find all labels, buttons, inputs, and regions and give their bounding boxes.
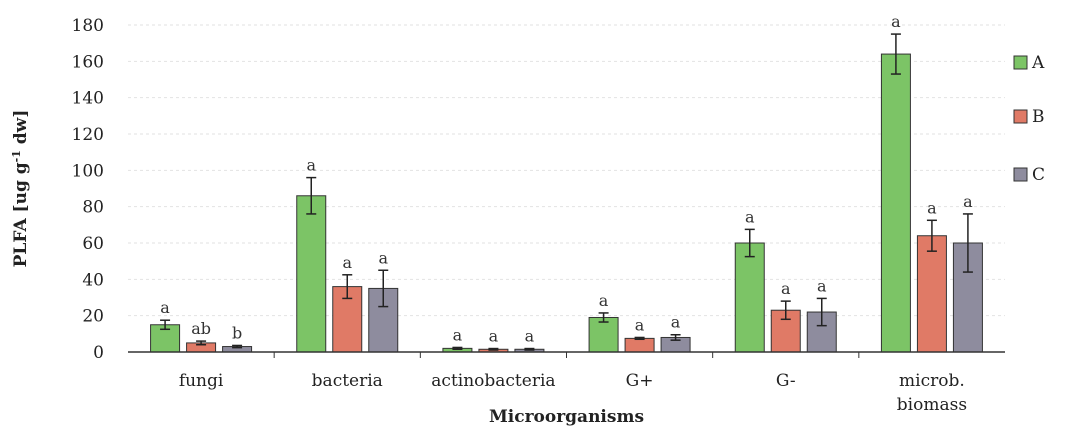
significance-letter: a [342, 253, 352, 272]
y-tick-label: 120 [72, 125, 104, 145]
bar [296, 195, 327, 353]
legend-swatch [1013, 167, 1028, 182]
y-tick-label: 160 [72, 52, 104, 72]
error-bars [160, 33, 973, 351]
y-tick-label: 60 [82, 234, 104, 254]
legend-label: C [1032, 165, 1045, 185]
significance-letter: a [378, 248, 388, 267]
legend: A B C [1013, 53, 1045, 185]
significance-letter: a [781, 279, 791, 298]
x-category-label: microb. [899, 371, 965, 391]
y-tick-label: 80 [82, 198, 104, 218]
significance-letter: a [453, 325, 463, 344]
y-tick-label: 100 [72, 161, 104, 181]
significance-letter: a [635, 315, 645, 334]
legend-label: B [1032, 107, 1045, 127]
bars [150, 53, 983, 353]
significance-letter: a [599, 291, 609, 310]
bar [916, 235, 947, 353]
significance-letter: a [671, 313, 681, 332]
bar [624, 337, 655, 353]
x-category-label: G- [776, 371, 796, 391]
bar [734, 242, 765, 353]
y-axis-title: PLFA [ug g-1 dw] [10, 110, 32, 268]
bar [588, 316, 619, 353]
x-category-label: fungi [179, 371, 224, 391]
x-category-label: actinobacteria [431, 371, 555, 391]
y-tick-label: 140 [72, 89, 104, 109]
x-category-label: G+ [626, 371, 654, 391]
significance-letters: a ab b a a a a a a a a a a a a a a a [160, 12, 973, 345]
x-axis-labels: fungi bacteria actinobacteria G+ G-microb. bi… [179, 352, 967, 415]
bar [880, 53, 911, 353]
y-tick-label: 180 [72, 16, 104, 36]
significance-letter: a [891, 12, 901, 31]
x-category-label: biomass [897, 395, 967, 415]
significance-letter: a [927, 198, 937, 217]
significance-letter: a [160, 298, 170, 317]
significance-letter: b [232, 323, 242, 342]
legend-swatch [1013, 55, 1028, 70]
y-axis-ticks: 0 20 40 60 80 100 120 140 160 180 [72, 16, 104, 363]
gridlines [128, 24, 1005, 317]
x-axis-title: Microorganisms [489, 407, 644, 427]
legend-swatch [1013, 109, 1028, 124]
y-tick-label: 40 [82, 270, 104, 290]
significance-letter: a [817, 276, 827, 295]
significance-letter: ab [191, 319, 211, 338]
legend-label: A [1031, 53, 1045, 73]
significance-letter: a [489, 327, 499, 346]
y-tick-label: 20 [82, 307, 104, 327]
y-tick-label: 0 [93, 343, 104, 363]
significance-letter: a [963, 192, 973, 211]
significance-letter: a [306, 156, 316, 175]
significance-letter: a [745, 207, 755, 226]
significance-letter: a [525, 327, 535, 346]
x-category-label: bacteria [312, 371, 383, 391]
